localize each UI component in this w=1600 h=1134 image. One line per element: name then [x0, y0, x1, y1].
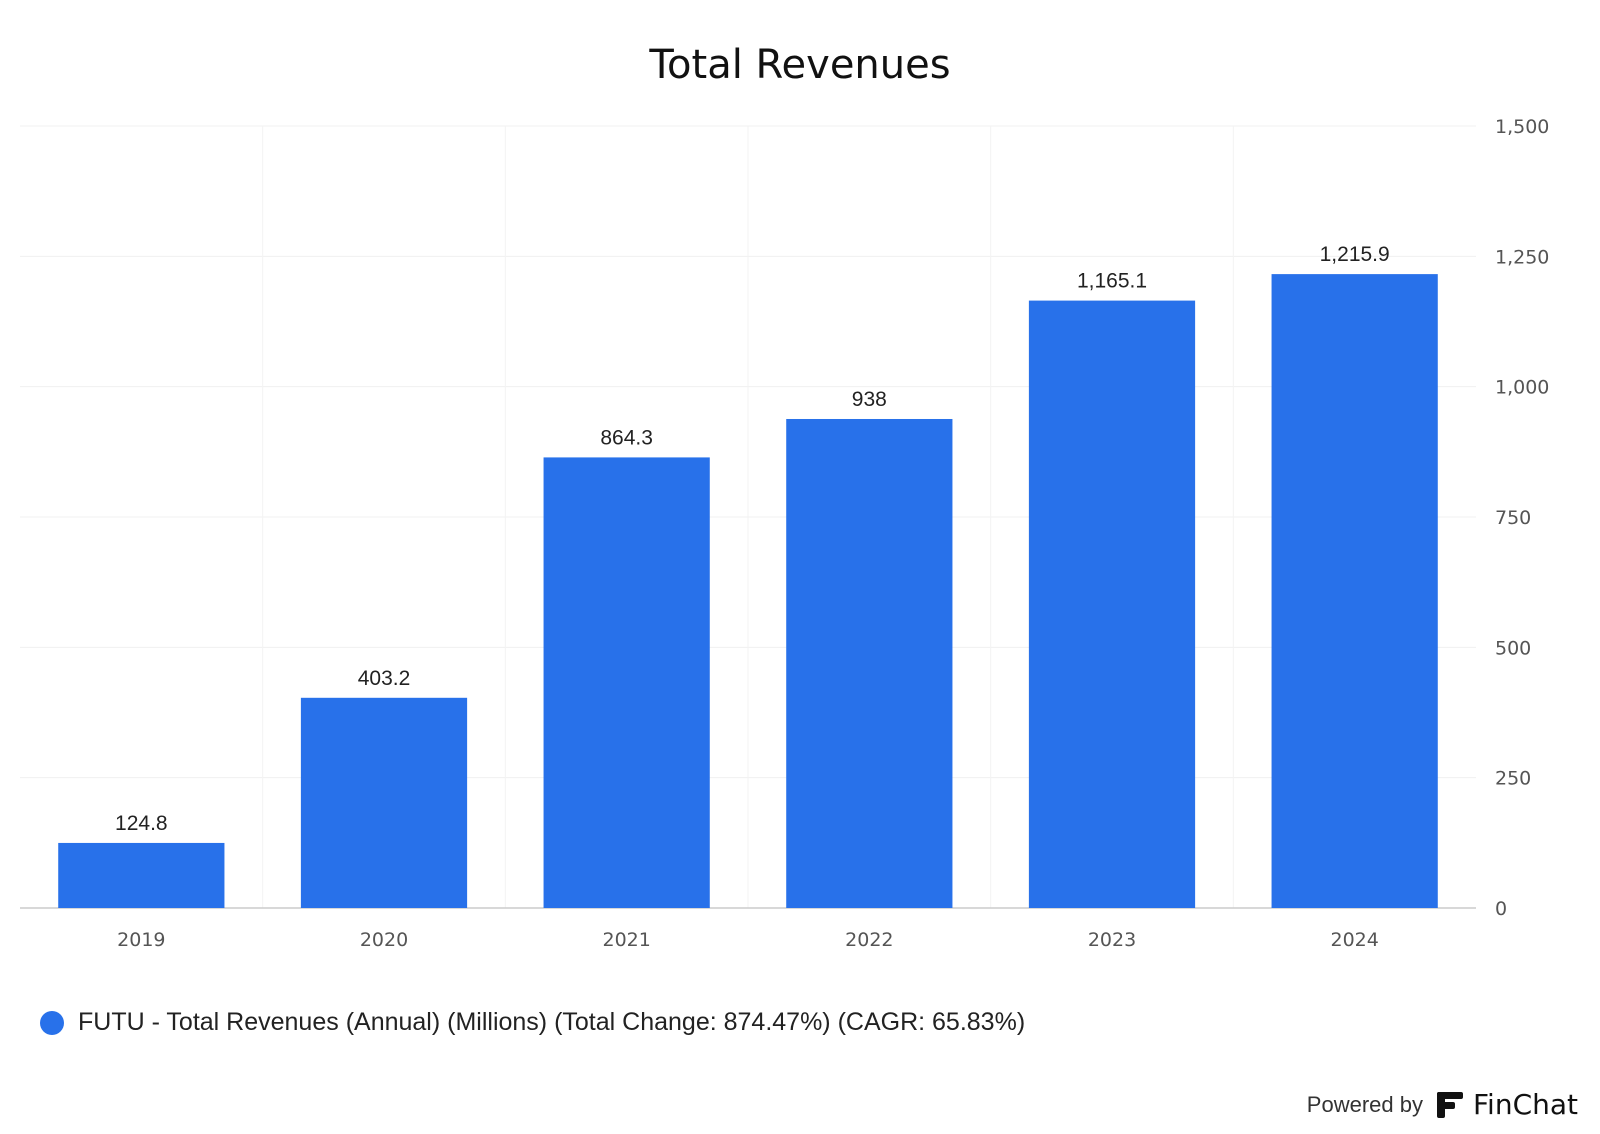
y-axis: 0 250 500 750 1,000 1,250 1,500 [1495, 116, 1549, 920]
data-label: 124.8 [115, 812, 168, 835]
grid [20, 125, 1476, 909]
legend-label: FUTU - Total Revenues (Annual) (Millions… [78, 1008, 1026, 1036]
y-tick-label: 1,250 [1495, 246, 1549, 268]
bar-2023[interactable] [1028, 300, 1196, 908]
finchat-logo-icon [1436, 1091, 1463, 1118]
data-label: 938 [852, 388, 887, 411]
data-labels: 124.8 403.2 864.3 938 1,165.1 1,215.9 [115, 243, 1390, 835]
data-label: 403.2 [358, 667, 411, 690]
data-label: 1,215.9 [1320, 243, 1390, 266]
bar-2022[interactable] [786, 418, 953, 908]
bar-2024[interactable] [1271, 274, 1438, 908]
x-tick-label: 2019 [117, 929, 165, 951]
y-tick-label: 1,000 [1495, 377, 1549, 399]
y-tick-label: 500 [1495, 637, 1531, 659]
x-axis: 2019 2020 2021 2022 2023 2024 [117, 929, 1379, 951]
chart: Total Revenues 124.8 403.2 864.3 938 1,165.1… [20, 42, 1549, 951]
y-tick-label: 750 [1495, 507, 1531, 529]
bar-2019[interactable] [58, 842, 225, 908]
data-label: 1,165.1 [1077, 270, 1147, 293]
bars [58, 274, 1438, 908]
y-tick-label: 1,500 [1495, 116, 1549, 138]
x-tick-label: 2022 [845, 929, 893, 951]
x-tick-label: 2024 [1330, 929, 1378, 951]
chart-title: Total Revenues [648, 42, 950, 88]
finchat-brand: FinChat [1472, 1088, 1578, 1121]
bar-2020[interactable] [300, 697, 468, 908]
legend[interactable]: FUTU - Total Revenues (Annual) (Millions… [40, 1008, 1025, 1037]
powered-by-footer[interactable]: Powered by FinChat [1307, 1088, 1578, 1121]
bar-2021[interactable] [543, 457, 710, 908]
y-tick-label: 250 [1495, 768, 1531, 790]
data-label: 864.3 [600, 426, 653, 449]
y-tick-label: 0 [1495, 898, 1507, 920]
x-tick-label: 2023 [1088, 929, 1136, 951]
legend-marker [40, 1010, 64, 1035]
x-tick-label: 2021 [602, 929, 650, 951]
x-tick-label: 2020 [360, 929, 408, 951]
powered-by-text: Powered by [1306, 1091, 1423, 1117]
